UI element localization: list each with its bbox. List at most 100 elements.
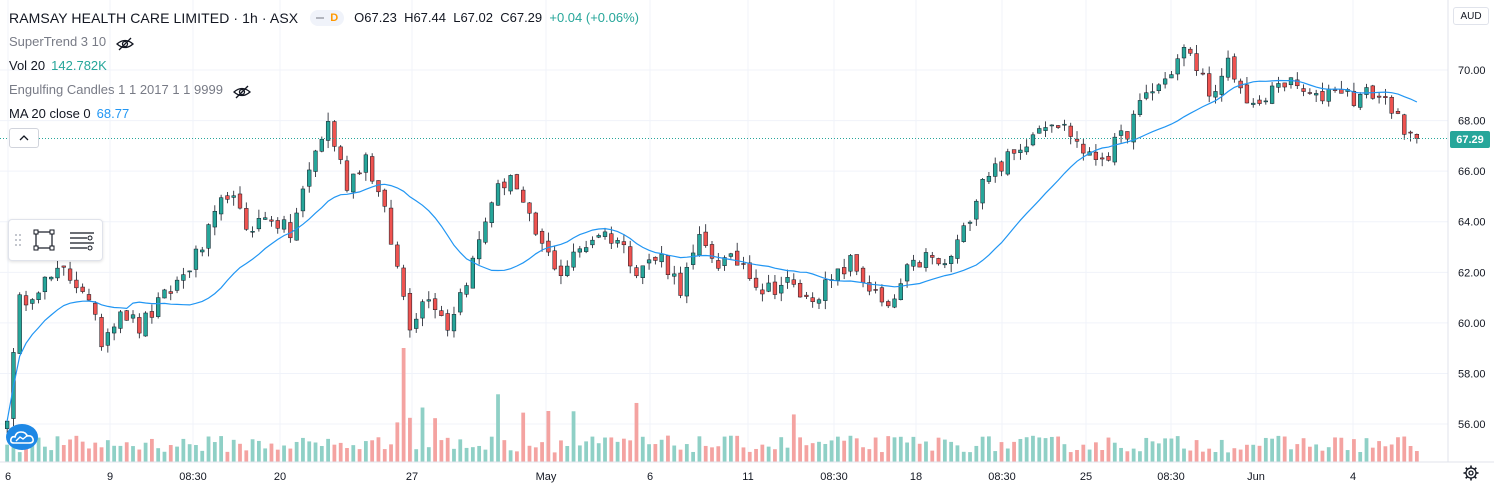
- volume-bar: [150, 438, 154, 462]
- drag-handle-icon[interactable]: [13, 230, 23, 250]
- candle-body: [1074, 138, 1080, 142]
- candle-body: [1225, 57, 1231, 78]
- rectangle-tool-icon[interactable]: [31, 227, 57, 253]
- market-status-pill[interactable]: D: [310, 10, 345, 26]
- candle-body: [1156, 84, 1161, 91]
- volume-bar: [244, 450, 249, 462]
- volume-bar: [848, 435, 853, 462]
- volume-bar: [691, 451, 696, 462]
- candle-body: [1024, 146, 1029, 153]
- candle-body: [974, 200, 979, 220]
- candle-body: [993, 163, 998, 177]
- candle-body: [835, 268, 841, 281]
- candle-body: [521, 189, 526, 203]
- candle-body: [1376, 95, 1382, 98]
- candle-body: [842, 267, 847, 275]
- candle-body: [439, 310, 444, 316]
- candle-body: [458, 292, 463, 313]
- engulfing-row[interactable]: Engulfing Candles 1 1 2017 1 1 9999: [9, 78, 639, 102]
- candle-body: [149, 311, 155, 318]
- candle-body: [1414, 134, 1419, 139]
- volume-bar: [508, 450, 513, 462]
- candle-body: [854, 254, 859, 272]
- candle-body: [860, 267, 866, 283]
- candle-body: [237, 193, 243, 209]
- candle-body: [263, 217, 268, 220]
- candle-body: [370, 156, 375, 182]
- price-axis: 70.00 68.00 66.00 64.00 62.00 60.00 58.00 56.00: [1458, 65, 1486, 431]
- volume-bar: [162, 451, 167, 462]
- volume-bar: [370, 440, 375, 462]
- candle-body: [1269, 85, 1275, 104]
- candle-body: [596, 235, 601, 238]
- volume-bar: [1068, 452, 1073, 462]
- volume-bar: [873, 437, 878, 462]
- volume-bar: [999, 442, 1004, 462]
- volume-bar: [420, 407, 425, 462]
- volume-bar: [1219, 439, 1224, 462]
- volume-bar: [1112, 442, 1117, 462]
- candle-body: [583, 247, 589, 252]
- lines-tool-icon[interactable]: [67, 227, 97, 253]
- eye-off-icon[interactable]: [232, 83, 251, 99]
- volume-bar: [1062, 444, 1067, 462]
- candle-body: [615, 240, 620, 244]
- volume-bar: [1144, 437, 1149, 462]
- volume-bar: [1119, 447, 1123, 462]
- volume-bar: [1125, 451, 1130, 462]
- volume-bar: [1232, 448, 1237, 462]
- candle-body: [49, 276, 54, 280]
- volume-bar: [1106, 437, 1111, 462]
- candle-body: [1263, 100, 1268, 103]
- candle-body: [1018, 149, 1023, 153]
- candle-body: [728, 253, 734, 257]
- low-value: L67.02: [453, 10, 493, 25]
- tradingview-cloud-icon[interactable]: [6, 424, 38, 450]
- volume-bar: [735, 435, 740, 462]
- candle-body: [269, 219, 274, 222]
- volume-row[interactable]: Vol 20 142.782K: [9, 54, 639, 78]
- time-tick-label: 11: [742, 471, 753, 483]
- volume-bar: [741, 447, 746, 462]
- candle-body: [1181, 47, 1187, 59]
- volume-bar: [143, 442, 148, 462]
- candle-body: [388, 207, 394, 245]
- candle-body: [1137, 100, 1143, 115]
- candle-body: [678, 272, 683, 296]
- ma-row[interactable]: MA 20 close 0 68.77: [9, 102, 639, 126]
- volume-bar: [401, 348, 406, 462]
- supertrend-row[interactable]: SuperTrend 3 10: [9, 30, 639, 54]
- volume-bar: [1339, 437, 1344, 462]
- candle-body: [1118, 130, 1124, 136]
- volume-label: Vol 20: [9, 58, 46, 73]
- volume-bar: [1031, 435, 1035, 462]
- candle-body: [1037, 128, 1042, 134]
- collapse-legend-button[interactable]: [9, 128, 39, 148]
- candle-body: [804, 294, 809, 297]
- candle-body: [697, 234, 702, 256]
- gear-icon[interactable]: [1463, 465, 1479, 481]
- candle-body: [1232, 56, 1237, 80]
- candle-body: [609, 233, 614, 244]
- candle-body: [898, 283, 903, 301]
- volume-bar: [829, 440, 834, 462]
- candle-body: [955, 239, 960, 259]
- time-axis: 6 9 08:30 20 27 May 6 11 08:30 18 08:30 25 08:30 Jun 4: [5, 471, 1356, 483]
- volume-bar: [1175, 436, 1180, 462]
- volume-bar: [634, 402, 639, 462]
- volume-bar: [1282, 436, 1287, 462]
- currency-label[interactable]: AUD: [1453, 7, 1489, 25]
- volume-bar: [477, 445, 482, 462]
- volume-bar: [577, 445, 582, 462]
- candle-body: [1244, 84, 1250, 104]
- volume-bar: [231, 439, 236, 462]
- eye-off-icon[interactable]: [116, 35, 135, 51]
- candle-body: [105, 332, 110, 346]
- volume-bar: [1326, 447, 1331, 462]
- volume-bar: [49, 450, 54, 462]
- symbol-title[interactable]: RAMSAY HEALTH CARE LIMITED · 1h · ASX: [9, 10, 299, 26]
- candle-body: [256, 218, 262, 230]
- volume-bar: [1081, 444, 1086, 462]
- volume-bar: [540, 442, 544, 462]
